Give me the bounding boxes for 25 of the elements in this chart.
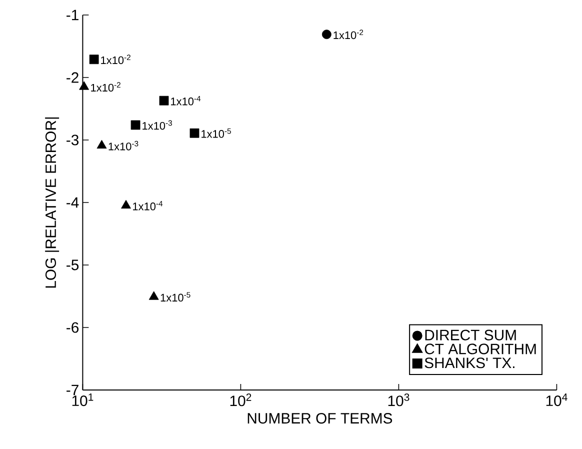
annotation: 1x10$^{-2}$	[101, 54, 130, 64]
legend-label: SHANKS' TX.	[424, 358, 514, 368]
y-tick-label: -1	[66, 10, 78, 20]
x-tick-label: 10$^{1}$	[72, 394, 94, 406]
y-tick-label: -2	[66, 72, 78, 83]
x-axis-title: NUMBER OF TERMS	[248, 413, 392, 424]
annotation: 1x10$^{-3}$	[142, 120, 172, 130]
annotation: 1x10$^{-4}$	[133, 200, 163, 210]
y-tick-label: -5	[66, 260, 79, 270]
annotation: 1x10$^{-2}$	[91, 82, 120, 92]
y-tick-label: -4	[66, 197, 79, 208]
annotation: 1x10$^{-2}$	[334, 30, 364, 40]
annotation: 1x10$^{-4}$	[171, 96, 201, 106]
y-tick-label: -6	[66, 322, 79, 333]
y-tick-label: -3	[66, 134, 79, 146]
x-tick-label: 10$^{2}$	[230, 394, 252, 406]
annotation: 1x10$^{-5}$	[160, 292, 190, 302]
legend-label: CT ALGORITHM	[424, 344, 536, 354]
annotation: 1x10$^{-3}$	[108, 140, 138, 150]
annotation: 1x10$^{-5}$	[202, 128, 231, 138]
y-tick-label: -7	[66, 384, 78, 396]
x-tick-label: 10$^{3}$	[388, 394, 410, 406]
y-axis-title: LOG |RELATIVE ERROR|	[45, 117, 60, 288]
legend-label: DIRECT SUM	[425, 330, 516, 340]
x-tick-label: 10$^{4}$	[546, 394, 568, 406]
